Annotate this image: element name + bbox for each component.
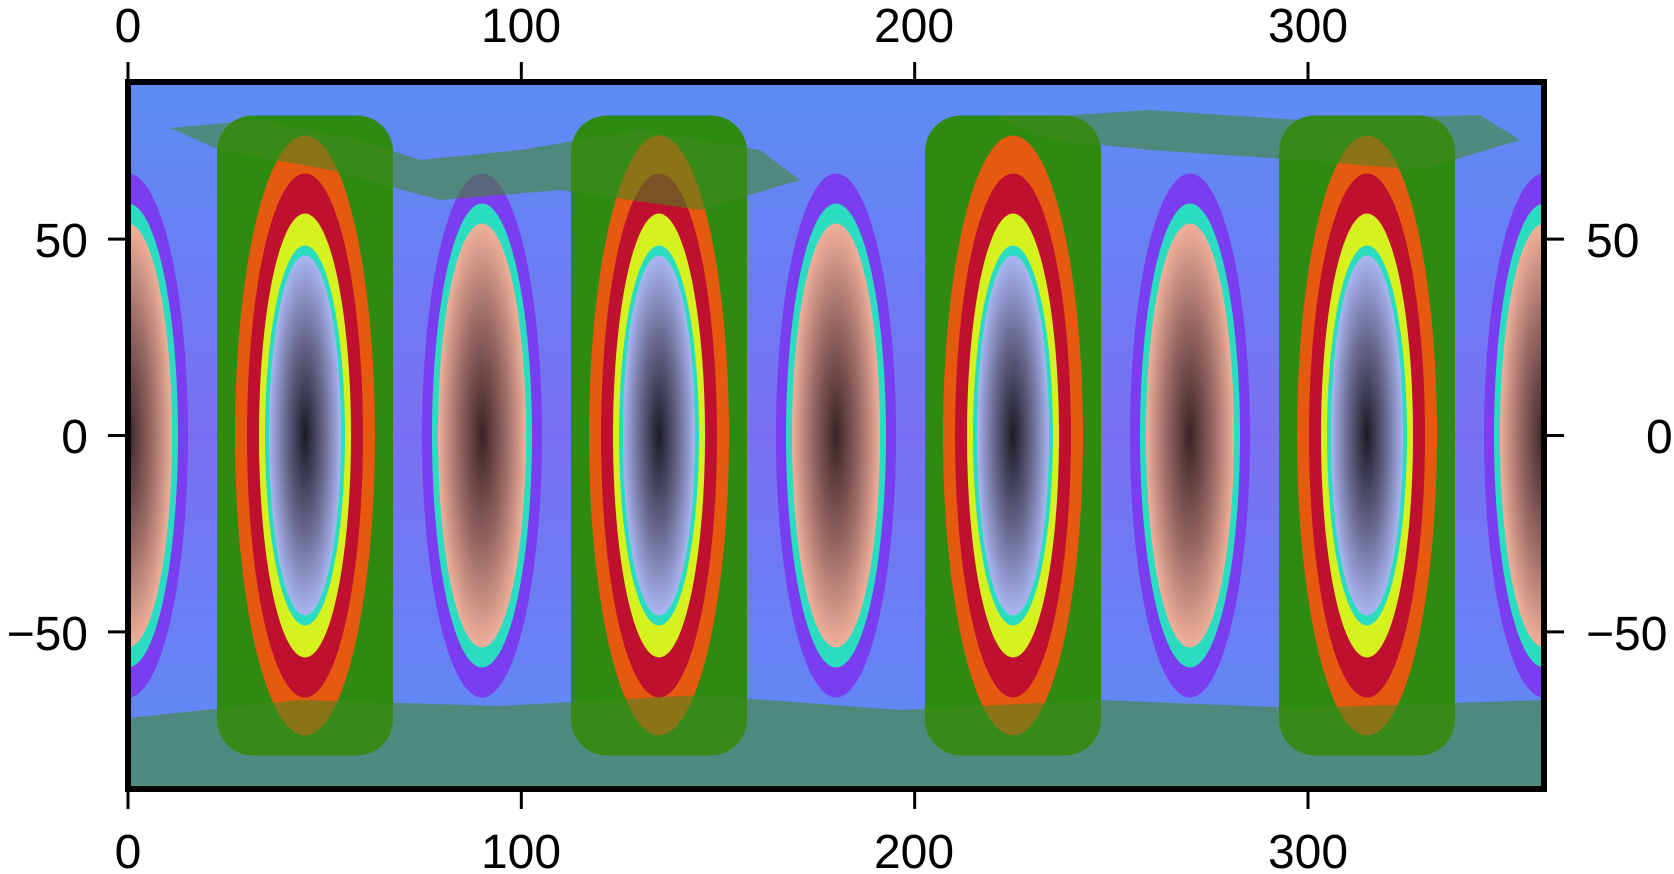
dark-lobe-ring-5 — [977, 255, 1049, 616]
field-lobe-light — [422, 173, 542, 698]
light-lobe-ring-2 — [438, 223, 526, 648]
left-y-label-50: 50 — [35, 215, 88, 268]
axis-ticks — [108, 62, 1564, 809]
field-lobe-light — [128, 173, 188, 698]
light-lobe-ring-2 — [792, 223, 880, 648]
field-lobe-dark — [925, 115, 1101, 756]
left-axis-labels: 50 0 −50 — [7, 215, 88, 661]
field-lobe-dark — [571, 115, 747, 756]
top-axis-labels: 0 100 200 300 — [115, 0, 1348, 53]
north-landmass-shape — [170, 120, 800, 210]
light-lobe-ring-2 — [128, 223, 172, 648]
right-y-label-minus50: −50 — [1586, 608, 1667, 661]
dark-lobe-ring-5 — [623, 255, 695, 616]
dark-lobe-ring-5 — [269, 255, 341, 616]
map-area — [128, 82, 1544, 789]
bottom-x-label-300: 300 — [1268, 826, 1348, 874]
field-lobe-dark — [1279, 115, 1455, 756]
bottom-x-label-200: 200 — [874, 826, 954, 874]
top-x-label-200: 200 — [874, 0, 954, 53]
antarctica-shape — [128, 695, 1544, 789]
dark-lobe-ring-5 — [1331, 255, 1403, 616]
landmasses — [128, 110, 1544, 789]
bottom-x-label-0: 0 — [115, 826, 142, 874]
field-lobe-light — [1484, 173, 1544, 698]
left-y-label-0: 0 — [61, 411, 88, 464]
right-y-label-50: 50 — [1586, 215, 1639, 268]
north-landmass-shape-2 — [1000, 110, 1520, 170]
light-lobe-ring-2 — [1146, 223, 1234, 648]
top-x-label-0: 0 — [115, 0, 142, 53]
field-lobe-dark — [217, 115, 393, 756]
top-x-label-300: 300 — [1268, 0, 1348, 53]
bottom-axis-labels: 0 100 200 300 — [115, 826, 1348, 874]
field-lobes — [128, 115, 1544, 756]
right-axis-labels: 50 0 −50 — [1586, 215, 1673, 661]
top-x-label-100: 100 — [481, 0, 561, 53]
field-lobe-light — [1130, 173, 1250, 698]
right-y-label-0: 0 — [1646, 411, 1673, 464]
left-y-label-minus50: −50 — [7, 608, 88, 661]
bottom-x-label-100: 100 — [481, 826, 561, 874]
light-lobe-ring-2 — [1500, 223, 1544, 648]
field-lobe-light — [776, 173, 896, 698]
